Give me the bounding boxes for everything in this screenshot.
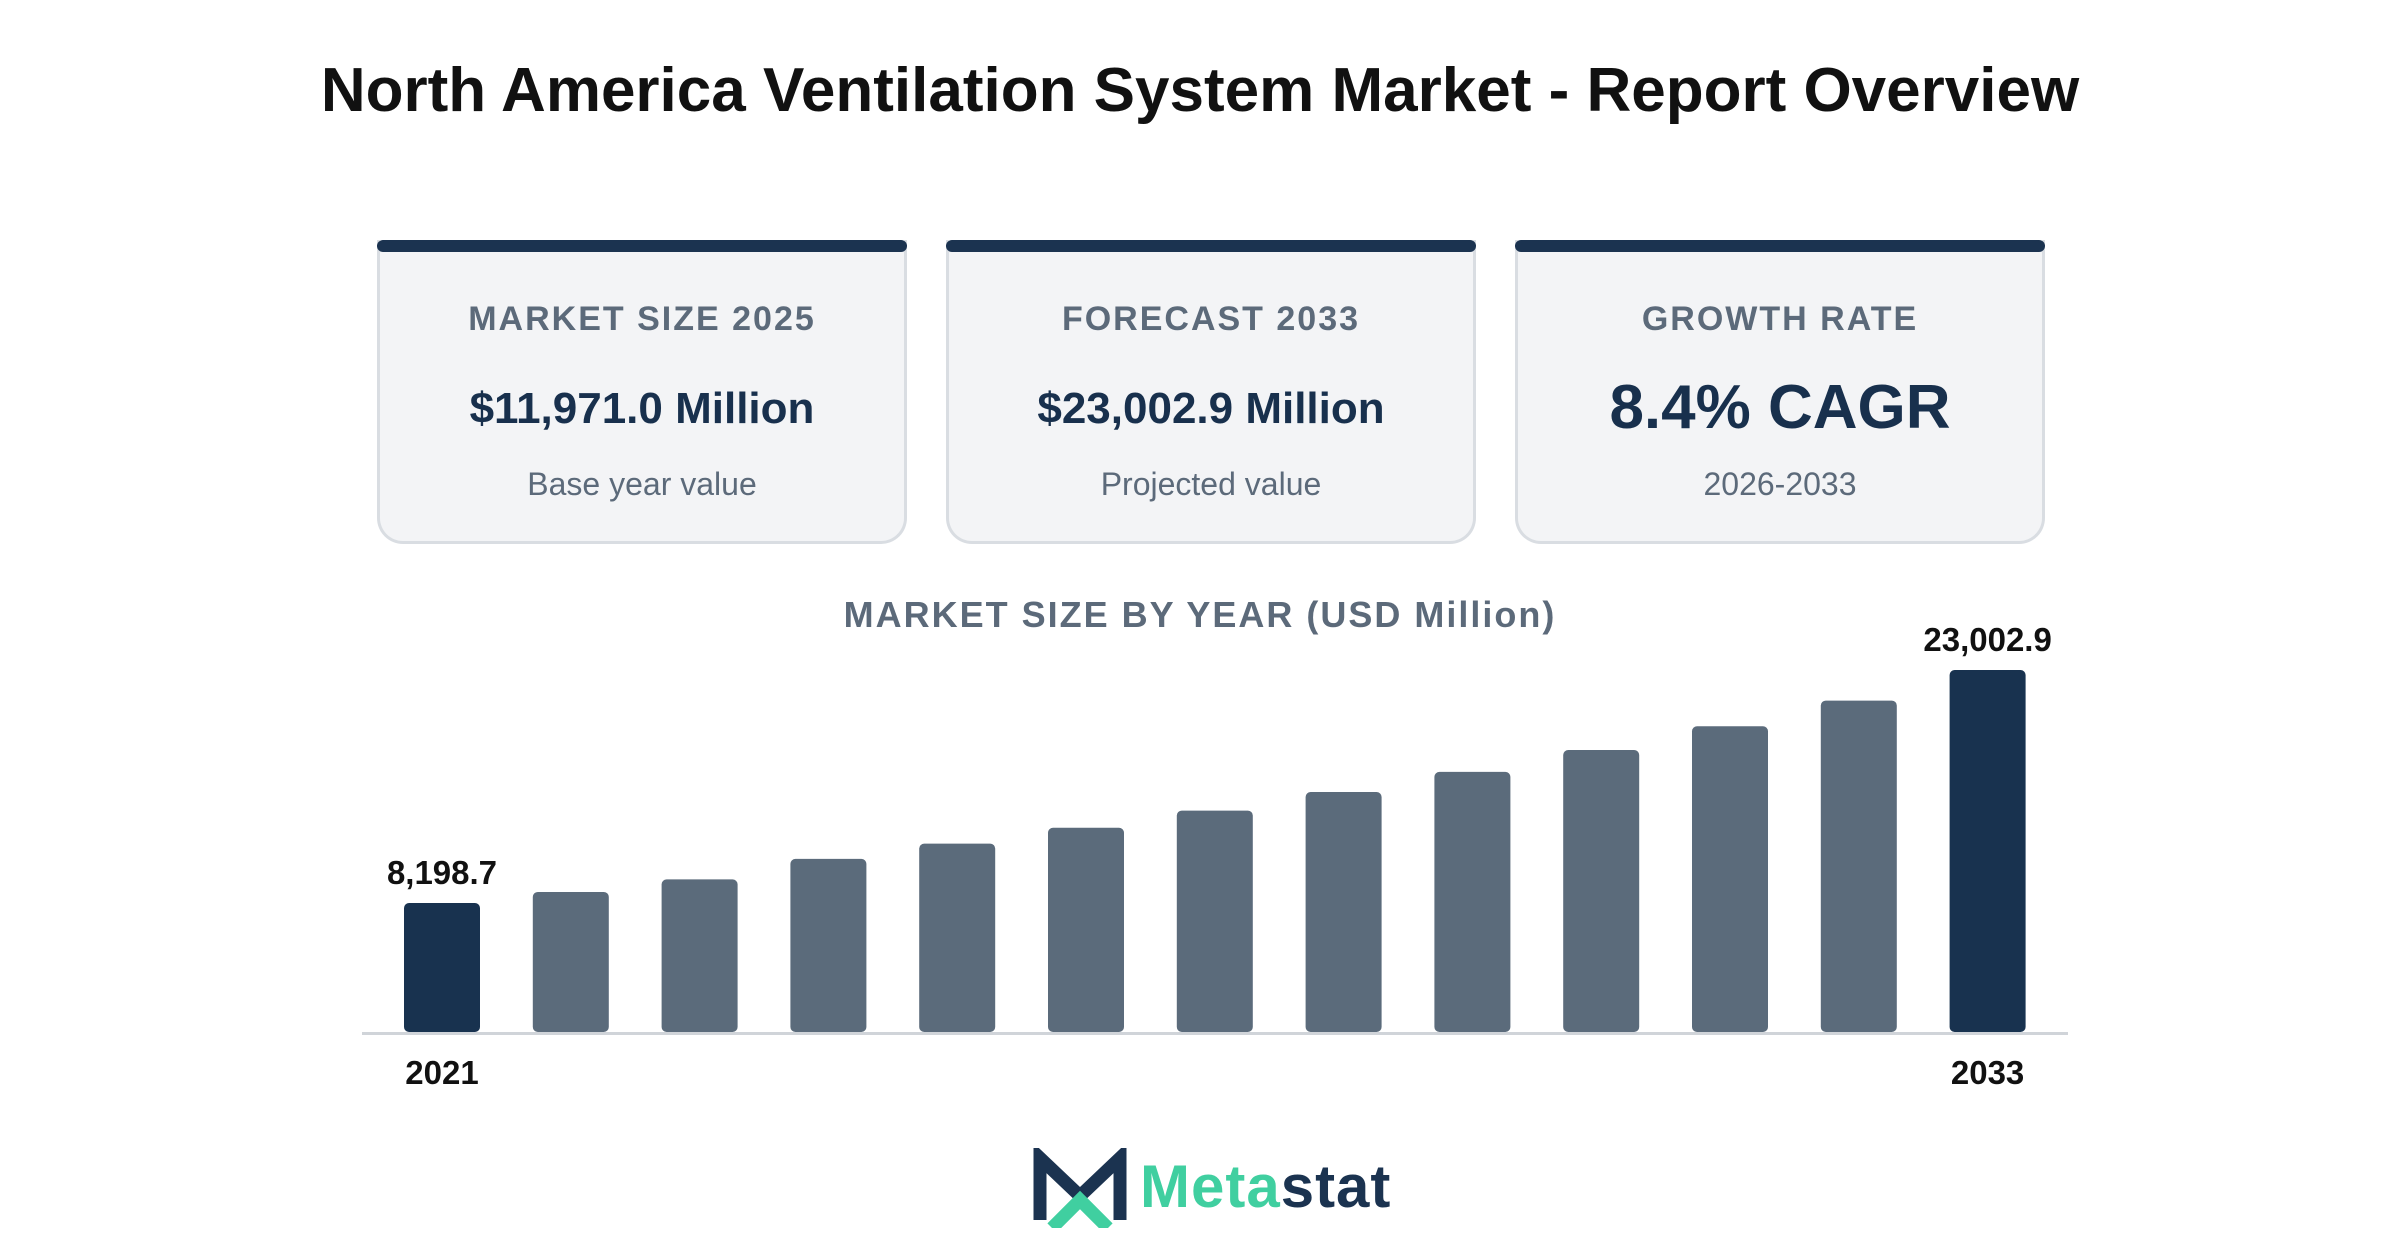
card-label: GROWTH RATE [1641,300,1919,338]
bar-2022 [532,891,609,1032]
card-value: $11,971.0 Million [469,384,815,433]
bar-2029 [1434,771,1511,1032]
growth-rate-card: GROWTH RATE 8.4% CAGR 2026-2033 [1515,240,2045,544]
bar-2027 [1176,810,1253,1032]
metastat-m-icon [1033,1148,1127,1228]
bar-2023 [661,879,738,1032]
bar-2021 [404,902,480,1032]
logo-text-stat: stat [1280,1153,1392,1220]
card-label: MARKET SIZE 2025 [468,300,816,338]
bar-2031 [1692,726,1768,1032]
bar-2032 [1820,700,1897,1032]
card-subtitle: Base year value [527,466,757,502]
card-label: FORECAST 2033 [1061,300,1361,338]
market-size-card: MARKET SIZE 2025 $11,971.0 Million Base … [377,240,907,544]
card-accent-bar [1515,240,2045,252]
bar-2033 [1949,670,2026,1032]
brand-logo: Metastat [1140,1152,1391,1221]
forecast-card: FORECAST 2033 $23,002.9 Million Projecte… [946,240,1476,544]
bar-2025 [919,843,996,1032]
logo-text-meta: Meta [1140,1153,1281,1220]
bar-2026 [1048,827,1124,1032]
bar-2028 [1305,792,1382,1032]
card-accent-bar [946,240,1476,252]
card-subtitle: Projected value [1100,466,1322,502]
x-tick-label: 2033 [1951,1054,2024,1091]
card-subtitle: 2026-2033 [1703,466,1857,502]
x-tick-label: 2021 [405,1054,478,1091]
data-label: 23,002.9 [1923,621,2051,658]
card-value: 8.4% CAGR [1609,373,1951,442]
card-accent-bar [377,240,907,252]
data-label: 8,198.7 [387,854,497,891]
bar-2030 [1563,749,1640,1032]
page-title: North America Ventilation System Market … [320,56,2080,125]
card-value: $23,002.9 Million [1037,384,1385,433]
bar-2024 [790,858,867,1032]
chart-title: MARKET SIZE BY YEAR (USD Million) [843,594,1557,635]
